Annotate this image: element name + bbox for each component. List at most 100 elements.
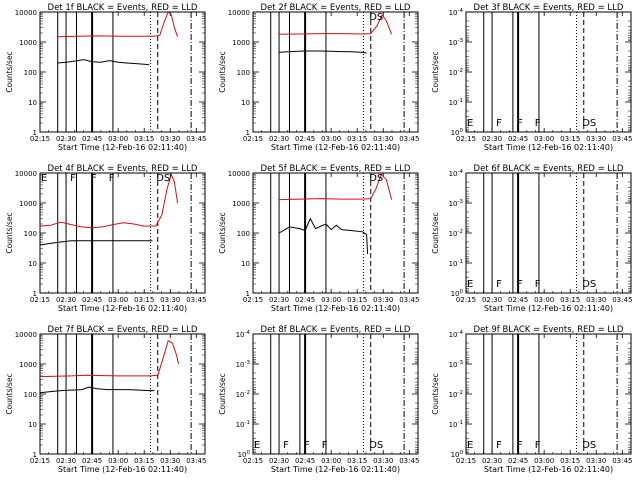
flag-label: F (322, 440, 328, 451)
x-tick-label: 03:30 (160, 135, 180, 143)
y-tick-label: 10 (241, 260, 250, 268)
x-tick-label: 02:30 (56, 296, 76, 304)
x-tick-label: 02:30 (269, 296, 289, 304)
x-tick-label: 03:00 (108, 135, 128, 143)
y-tick-label: 10000 (15, 331, 37, 339)
y-axis-label: Counts/sec (218, 51, 227, 92)
chart-title: Det 7f BLACK = Events, RED = LLD (48, 325, 198, 335)
x-tick-label: 03:00 (534, 296, 554, 304)
panel-det-1: Det 1f BLACK = Events, RED = LLD 02:15 02:… (5, 3, 206, 152)
x-tick-label: 03:00 (108, 457, 128, 465)
x-tick-label: 02:15 (30, 457, 50, 465)
y-tick-label: 10-1 (449, 420, 463, 429)
flag-label: F (283, 440, 289, 451)
y-tick-label: 10-3 (236, 360, 251, 369)
x-tick-label: 02:15 (243, 296, 263, 304)
y-tick-label: 10-2 (236, 390, 250, 399)
x-tick-label: 02:30 (482, 457, 502, 465)
y-tick-label: 1000 (232, 200, 250, 208)
flag-label: DS (156, 173, 170, 184)
x-tick-label: 02:45 (295, 457, 315, 465)
y-tick-label: 1 (246, 290, 250, 298)
y-tick-label: 10-3 (449, 199, 464, 208)
x-tick-label: 02:15 (456, 457, 476, 465)
y-tick-label: 10-4 (449, 330, 464, 339)
y-tick-label: 10-1 (449, 98, 463, 107)
x-tick-label: 02:45 (508, 457, 528, 465)
flag-label: E (254, 440, 260, 451)
x-tick-label: 02:30 (269, 457, 289, 465)
chart-title: Det 9f BLACK = Events, RED = LLD (474, 325, 624, 335)
y-tick-label: 100 (24, 69, 37, 77)
flag-label: DS (582, 440, 596, 451)
y-tick-label: 1000 (19, 200, 37, 208)
x-axis-label: Start Time (12-Feb-16 02:11:40) (58, 465, 187, 474)
x-tick-label: 02:15 (456, 135, 476, 143)
events-series-line (278, 217, 369, 255)
chart-title: Det 2f BLACK = Events, RED = LLD (261, 3, 411, 13)
y-axis-label: Counts/sec (218, 373, 227, 414)
panel-det-7: Det 7f BLACK = Events, RED = LLD 02:15 02:… (5, 325, 206, 474)
x-tick-label: 02:30 (482, 135, 502, 143)
y-axis-label: Counts/sec (431, 51, 440, 92)
flag-label: E (467, 118, 473, 129)
flag-label: DS (369, 173, 383, 184)
flag-label: DS (369, 440, 383, 451)
y-tick-label: 100 (451, 450, 464, 459)
panel-det-9: Det 9f BLACK = Events, RED = LLD 02:15 02:… (431, 325, 632, 474)
x-tick-label: 03:30 (160, 457, 180, 465)
y-tick-label: 100 (451, 289, 464, 298)
plot-frame (465, 172, 632, 294)
x-tick-label: 03:00 (534, 457, 554, 465)
x-tick-label: 02:30 (482, 296, 502, 304)
y-tick-label: 1 (33, 290, 37, 298)
y-tick-label: 10-4 (449, 169, 464, 178)
x-tick-label: 03:00 (321, 457, 341, 465)
x-tick-label: 02:45 (508, 296, 528, 304)
x-tick-label: 03:45 (612, 135, 632, 143)
flag-label: F (517, 440, 523, 451)
events-series-line (279, 50, 367, 54)
flag-label: F (517, 118, 523, 129)
x-tick-label: 03:00 (321, 296, 341, 304)
y-axis-label: Counts/sec (5, 212, 14, 253)
flag-label: E (41, 173, 47, 184)
x-tick-label: 03:15 (560, 135, 580, 143)
y-axis-label: Counts/sec (431, 212, 440, 253)
panel-det-3: Det 3f BLACK = Events, RED = LLD 02:15 02:… (431, 3, 632, 152)
y-tick-label: 100 (451, 128, 464, 137)
y-tick-label: 10 (28, 99, 37, 107)
y-tick-label: 1000 (19, 39, 37, 47)
x-tick-label: 02:45 (508, 135, 528, 143)
x-tick-label: 03:00 (534, 135, 554, 143)
y-tick-label: 10 (241, 99, 250, 107)
y-tick-label: 10000 (228, 170, 250, 178)
chart-title: Det 8f BLACK = Events, RED = LLD (261, 325, 411, 335)
chart-title: Det 1f BLACK = Events, RED = LLD (48, 3, 198, 13)
x-tick-label: 02:45 (82, 135, 102, 143)
panel-det-2: Det 2f BLACK = Events, RED = LLD 02:15 02:… (218, 3, 419, 152)
flag-label: F (496, 440, 502, 451)
x-tick-label: 03:15 (560, 457, 580, 465)
x-axis-label: Start Time (12-Feb-16 02:11:40) (58, 143, 187, 152)
plot-frame (465, 333, 632, 455)
y-tick-label: 1 (246, 129, 250, 137)
y-tick-label: 100 (237, 69, 250, 77)
chart-title: Det 3f BLACK = Events, RED = LLD (474, 3, 624, 13)
x-tick-label: 03:45 (399, 135, 419, 143)
x-axis-label: Start Time (12-Feb-16 02:11:40) (484, 465, 613, 474)
x-tick-label: 03:30 (586, 296, 606, 304)
y-tick-label: 10-2 (449, 68, 463, 77)
x-tick-label: 02:30 (56, 457, 76, 465)
y-tick-label: 100 (24, 230, 37, 238)
y-tick-label: 10000 (15, 9, 37, 17)
x-axis-label: Start Time (12-Feb-16 02:11:40) (484, 304, 613, 313)
plot-frame (39, 11, 206, 133)
y-tick-label: 10-3 (449, 38, 464, 47)
flag-label: F (535, 279, 541, 290)
x-tick-label: 03:30 (586, 457, 606, 465)
plot-frame (252, 11, 419, 133)
panel-det-5: Det 5f BLACK = Events, RED = LLD 02:15 02:… (218, 164, 419, 313)
x-tick-label: 03:15 (347, 457, 367, 465)
